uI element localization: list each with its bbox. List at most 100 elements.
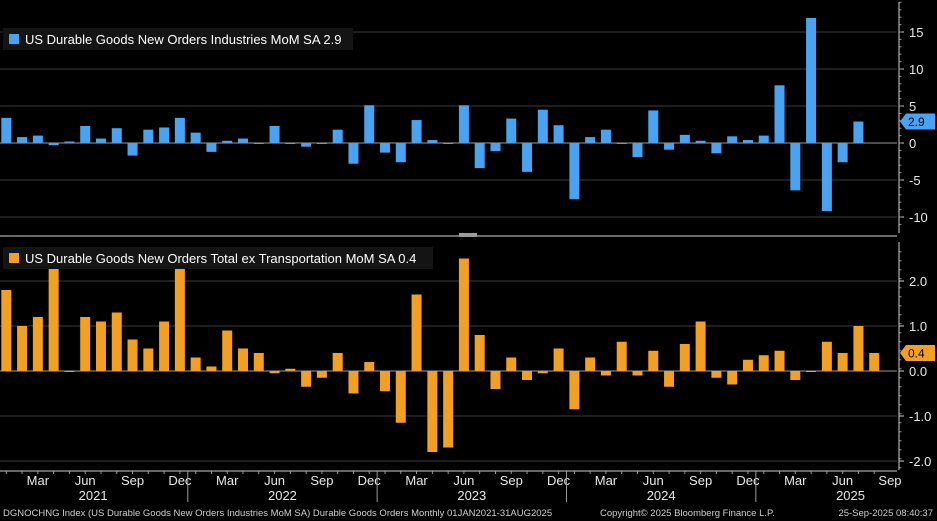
bar[interactable]: [364, 362, 375, 371]
bar[interactable]: [111, 128, 122, 143]
bar[interactable]: [80, 317, 91, 371]
bar[interactable]: [490, 143, 501, 152]
bar[interactable]: [206, 143, 217, 152]
bar[interactable]: [711, 371, 722, 378]
bar[interactable]: [664, 143, 675, 150]
bar[interactable]: [285, 143, 296, 144]
bar[interactable]: [727, 371, 738, 385]
bar[interactable]: [774, 350, 785, 371]
bar[interactable]: [837, 353, 848, 371]
bar[interactable]: [95, 321, 106, 372]
bar[interactable]: [238, 348, 248, 372]
bar[interactable]: [395, 143, 406, 163]
bar[interactable]: [316, 143, 327, 144]
bar[interactable]: [253, 143, 264, 144]
panel-resize-handle[interactable]: [459, 233, 477, 237]
bar[interactable]: [506, 118, 517, 143]
bar[interactable]: [585, 357, 596, 372]
bar[interactable]: [537, 109, 548, 143]
bar[interactable]: [679, 134, 690, 143]
bar[interactable]: [585, 137, 596, 143]
bar[interactable]: [600, 129, 611, 143]
bar[interactable]: [458, 105, 469, 143]
bar[interactable]: [506, 357, 517, 372]
bar[interactable]: [806, 371, 817, 372]
bar[interactable]: [48, 143, 59, 146]
bar[interactable]: [790, 143, 801, 191]
bar[interactable]: [837, 143, 848, 163]
bar[interactable]: [553, 348, 564, 372]
bar[interactable]: [48, 267, 59, 372]
bar[interactable]: [616, 143, 627, 144]
bar[interactable]: [427, 371, 438, 452]
bar[interactable]: [790, 371, 801, 380]
bar[interactable]: [395, 371, 406, 423]
bar[interactable]: [458, 258, 469, 372]
bar[interactable]: [553, 125, 564, 143]
bar[interactable]: [301, 371, 312, 387]
bar[interactable]: [758, 135, 769, 143]
bar[interactable]: [190, 132, 201, 143]
bar[interactable]: [238, 138, 248, 143]
bar[interactable]: [32, 317, 43, 371]
bar[interactable]: [64, 141, 75, 143]
bar[interactable]: [474, 143, 485, 169]
bar[interactable]: [269, 125, 280, 143]
bar[interactable]: [332, 353, 343, 371]
bar[interactable]: [616, 341, 627, 371]
bar[interactable]: [443, 371, 454, 448]
bar[interactable]: [159, 321, 170, 372]
bar[interactable]: [632, 371, 643, 376]
bar[interactable]: [522, 371, 533, 380]
bar[interactable]: [174, 117, 185, 143]
bar[interactable]: [127, 339, 138, 372]
bar[interactable]: [522, 143, 533, 172]
bar[interactable]: [648, 350, 659, 371]
bar[interactable]: [143, 129, 154, 143]
bar[interactable]: [758, 355, 769, 371]
bar[interactable]: [679, 344, 690, 371]
bar[interactable]: [727, 136, 738, 143]
bar[interactable]: [127, 143, 138, 156]
bar[interactable]: [853, 121, 864, 143]
bar[interactable]: [774, 85, 785, 143]
bar[interactable]: [222, 140, 233, 143]
bar[interactable]: [411, 294, 422, 372]
bar[interactable]: [64, 371, 75, 372]
bar[interactable]: [537, 371, 548, 374]
bar[interactable]: [443, 143, 454, 144]
bar[interactable]: [569, 143, 580, 200]
bar[interactable]: [206, 366, 217, 372]
bar[interactable]: [17, 137, 28, 143]
bar[interactable]: [95, 138, 106, 143]
bar[interactable]: [695, 321, 706, 372]
bar[interactable]: [80, 125, 91, 143]
bar[interactable]: [380, 143, 391, 153]
bar[interactable]: [159, 127, 170, 143]
bar[interactable]: [853, 326, 864, 371]
bar[interactable]: [32, 135, 43, 143]
bar[interactable]: [869, 353, 880, 371]
bar[interactable]: [600, 371, 611, 376]
bar[interactable]: [222, 330, 233, 372]
bar[interactable]: [711, 143, 722, 154]
bar[interactable]: [1, 117, 12, 143]
bar[interactable]: [143, 348, 154, 372]
bar[interactable]: [742, 359, 753, 371]
bar[interactable]: [632, 143, 643, 158]
bar[interactable]: [174, 258, 185, 372]
bar[interactable]: [821, 143, 832, 212]
bar[interactable]: [664, 371, 675, 387]
bar[interactable]: [111, 312, 122, 372]
bar[interactable]: [285, 368, 296, 371]
bar[interactable]: [301, 143, 312, 147]
bar[interactable]: [648, 110, 659, 143]
bar[interactable]: [806, 17, 817, 143]
bar[interactable]: [190, 357, 201, 372]
bar[interactable]: [427, 140, 438, 143]
bar[interactable]: [474, 335, 485, 371]
bar[interactable]: [1, 290, 12, 371]
bar[interactable]: [569, 371, 580, 410]
bar[interactable]: [821, 341, 832, 371]
bar[interactable]: [17, 326, 28, 371]
